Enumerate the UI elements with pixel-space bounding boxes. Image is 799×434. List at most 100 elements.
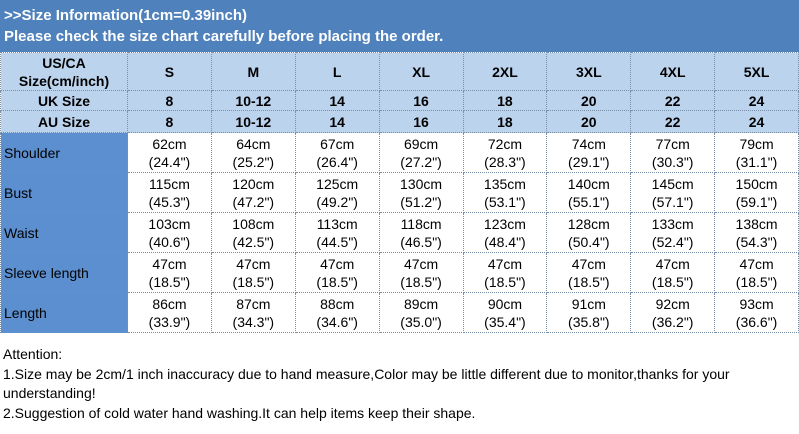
measurement-cell: 67cm (26.4") <box>294 132 380 173</box>
cm-value: 87cm <box>236 295 271 312</box>
measurement-cell: 135cm (53.1") <box>462 172 548 213</box>
inch-value: (42.5") <box>232 233 275 250</box>
measurement-cell: 47cm (18.5") <box>546 252 632 293</box>
measurement-cell: 47cm (18.5") <box>462 252 548 293</box>
au-size-value: 20 <box>546 110 632 133</box>
banner-subtitle: Please check the size chart carefully be… <box>4 28 444 45</box>
measurement-cell: 77cm (30.3") <box>630 132 716 173</box>
size-header: 5XL <box>714 52 799 91</box>
measurement-cell: 115cm (45.3") <box>127 172 212 213</box>
cm-value: 47cm <box>236 255 271 272</box>
inch-value: (50.4") <box>568 233 610 250</box>
size-header: L <box>294 52 380 91</box>
cm-value: 128cm <box>567 215 610 232</box>
inch-value: (26.4") <box>316 153 358 170</box>
measurement-label: Waist <box>0 212 128 253</box>
uk-size-label: UK Size <box>0 90 128 111</box>
attention-notes: Attention: 1.Size may be 2cm/1 inch inac… <box>3 345 797 423</box>
cm-value: 69cm <box>403 135 439 152</box>
measurement-cell: 145cm (57.1") <box>630 172 716 213</box>
inch-value: (55.1") <box>568 193 610 210</box>
inch-value: (57.1") <box>651 193 694 210</box>
measurement-cell: 88cm (34.6") <box>294 292 380 333</box>
note-1: 1.Size may be 2cm/1 inch inaccuracy due … <box>3 365 730 402</box>
measurement-cell: 123cm (48.4") <box>462 212 548 253</box>
measurement-cell: 47cm (18.5") <box>127 252 212 293</box>
inch-value: (25.2") <box>232 153 275 170</box>
inch-value: (36.2") <box>651 313 694 330</box>
inch-value: (59.1") <box>735 193 778 210</box>
measurement-row: Shoulder 62cm (24.4") 64cm (25.2") 67cm (26.4"… <box>0 132 799 173</box>
cm-value: 125cm <box>316 175 359 192</box>
measurement-cell: 91cm (35.8") <box>546 292 632 333</box>
inch-value: (18.5") <box>484 273 526 290</box>
uk-size-value: 10-12 <box>210 90 296 111</box>
size-chart-table: US/CA Size(cm/inch) S M L XL 2XL 3XL 4XL 5XL UK Si… <box>0 52 799 333</box>
measurement-cell: 92cm (36.2") <box>630 292 716 333</box>
measurement-cell: 72cm (28.3") <box>462 132 548 173</box>
cm-value: 88cm <box>320 295 355 312</box>
measurement-cell: 64cm (25.2") <box>210 132 296 173</box>
cm-value: 113cm <box>316 215 358 232</box>
cm-value: 120cm <box>232 175 275 192</box>
au-size-label: AU Size <box>0 110 128 133</box>
inch-value: (35.4") <box>484 313 526 330</box>
cm-value: 108cm <box>232 215 275 232</box>
inch-value: (18.5") <box>148 273 191 290</box>
inch-value: (45.3") <box>148 193 191 210</box>
inch-value: (46.5") <box>400 233 442 250</box>
inch-value: (18.5") <box>316 273 358 290</box>
measurement-cell: 140cm (55.1") <box>546 172 632 213</box>
cm-value: 103cm <box>148 215 191 232</box>
cm-value: 47cm <box>739 255 774 272</box>
measurement-row: Sleeve length 47cm (18.5") 47cm (18.5") 47cm(… <box>0 252 799 293</box>
uk-size-value: 22 <box>630 90 716 111</box>
note-2: 2.Suggestion of cold water hand washing.… <box>3 404 476 421</box>
measurement-cell: 47cm (18.5") <box>630 252 716 293</box>
uk-size-value: 24 <box>714 90 799 111</box>
cm-value: 89cm <box>403 295 439 312</box>
cm-value: 115cm <box>148 175 190 192</box>
measurement-cell: 47cm (18.5") <box>210 252 296 293</box>
inch-value: (18.5") <box>400 273 442 290</box>
measurement-cell: 128cm (50.4") <box>546 212 632 253</box>
cm-value: 145cm <box>651 175 694 192</box>
measurement-cell: 86cm (33.9") <box>127 292 212 333</box>
au-size-value: 8 <box>127 110 212 133</box>
inch-value: (18.5") <box>651 273 694 290</box>
measurement-label: Shoulder <box>0 132 128 173</box>
inch-value: (33.9") <box>148 313 191 330</box>
cm-value: 47cm <box>320 255 355 272</box>
cm-value: 93cm <box>739 295 774 312</box>
measurement-row: Bust 115cm (45.3") 120cm (47.2") 125cm (49.2")… <box>0 172 799 213</box>
measurement-cell: 89cm (35.0") <box>378 292 464 333</box>
measurement-cell: 118cm (46.5") <box>378 212 464 253</box>
inch-value: (18.5") <box>568 273 610 290</box>
measurement-label: Sleeve length <box>0 252 128 293</box>
cm-value: 47cm <box>152 255 187 272</box>
note-heading: Attention: <box>3 346 63 362</box>
measurement-cell: 150cm (59.1") <box>714 172 799 213</box>
measurement-cell: 47cm (18.5") <box>378 252 464 293</box>
measurement-cell: 47cm (18.5") <box>294 252 380 293</box>
measurement-cell: 87cm (34.3") <box>210 292 296 333</box>
inch-value: (24.4") <box>148 153 191 170</box>
measurement-cell: 47cm (18.5") <box>714 252 799 293</box>
inch-value: (31.1") <box>735 153 778 170</box>
inch-value: (27.2") <box>400 153 442 170</box>
inch-value: (36.6") <box>735 313 778 330</box>
inch-value: (29.1") <box>568 153 610 170</box>
cm-value: 67cm <box>320 135 355 152</box>
cm-value: 86cm <box>152 295 187 312</box>
au-size-value: 22 <box>630 110 716 133</box>
measurement-cell: 138cm (54.3") <box>714 212 799 253</box>
size-header: 3XL <box>546 52 632 91</box>
au-size-value: 16 <box>378 110 464 133</box>
uk-size-value: 18 <box>462 90 548 111</box>
measurement-cell: 113cm (44.5") <box>294 212 380 253</box>
inch-value: (28.3") <box>484 153 526 170</box>
inch-value: (53.1") <box>484 193 526 210</box>
size-header-row: US/CA Size(cm/inch) S M L XL 2XL 3XL 4XL 5XL <box>0 52 799 91</box>
cm-value: 133cm <box>651 215 694 232</box>
measurement-cell: 93cm (36.6") <box>714 292 799 333</box>
